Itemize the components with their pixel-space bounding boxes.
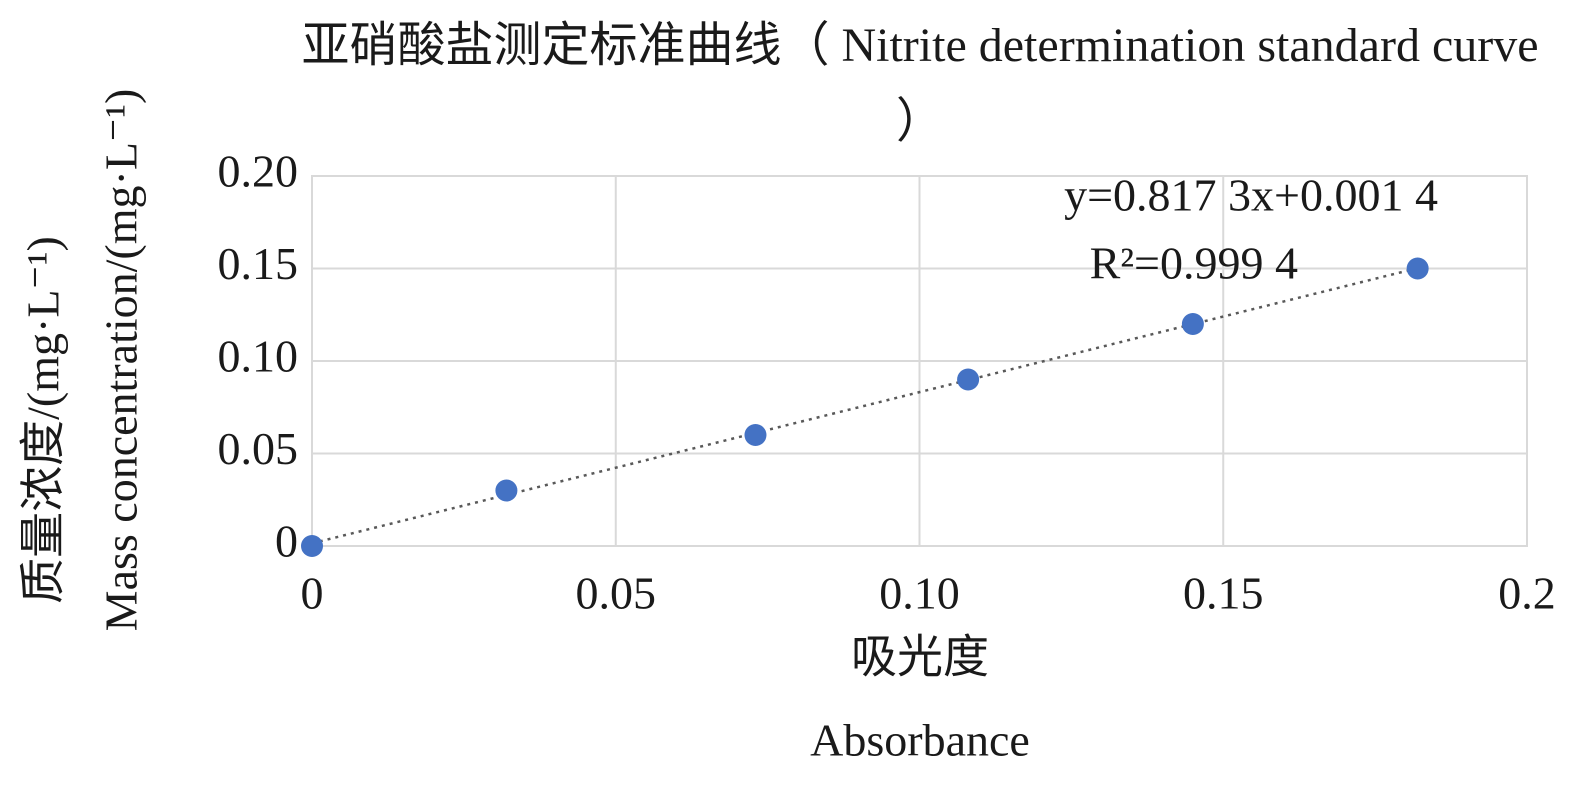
y-axis-label: 质量浓度/(mg·L⁻¹) [18, 236, 69, 604]
annotation: y=0.817 3x+0.001 4 [1064, 170, 1438, 221]
x-axis-label: Absorbance [810, 715, 1030, 766]
plot-border [311, 175, 1528, 547]
y-tick-label: 0 [275, 516, 298, 567]
y-tick-label: 0.20 [218, 146, 299, 197]
point [957, 368, 980, 391]
point [301, 535, 323, 557]
x-tick-label: 0.15 [1183, 568, 1264, 619]
annotation: R²=0.999 4 [1090, 238, 1298, 289]
point [744, 424, 767, 446]
x-tick-label: 0 [301, 568, 324, 619]
x-tick-label: 0.2 [1498, 568, 1556, 619]
y-tick-label: 0.10 [218, 331, 299, 382]
trendline [311, 266, 1418, 545]
x-axis-label: 吸光度 [851, 632, 989, 683]
y-tick-label: 0.05 [218, 423, 299, 474]
point [1181, 313, 1204, 335]
x-tick-label: 0.05 [576, 568, 657, 619]
point [1406, 257, 1429, 280]
y-tick-label: 0.15 [218, 238, 299, 289]
chart-title: 亚硝酸盐测定标准曲线（ Nitrite determination standa… [301, 19, 1539, 148]
y-axis-label: Mass concentration/(mg·L⁻¹) [96, 89, 147, 632]
point [495, 479, 518, 502]
x-tick-label: 0.10 [879, 568, 960, 619]
